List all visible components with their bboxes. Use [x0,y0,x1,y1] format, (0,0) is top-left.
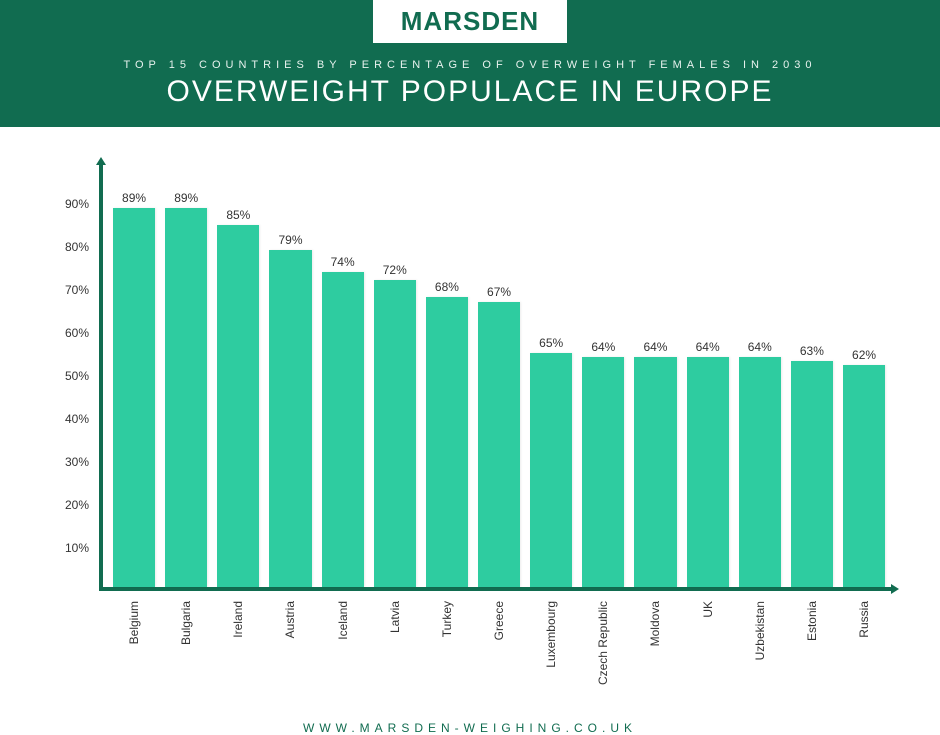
bar [478,302,520,587]
header: MARSDEN TOP 15 COUNTRIES BY PERCENTAGE O… [0,0,940,127]
bar-column: 74% [322,161,364,587]
bar-value-label: 64% [591,340,615,354]
y-tick: 40% [65,412,89,426]
bar-column: 89% [165,161,207,587]
y-tick: 30% [65,455,89,469]
bar [530,353,572,587]
x-axis-label: Luxembourg [530,601,572,685]
x-axis-label: Moldova [634,601,676,685]
bar-value-label: 65% [539,336,563,350]
bar-value-label: 64% [696,340,720,354]
bar-value-label: 64% [748,340,772,354]
x-axis-label: Belgium [113,601,155,685]
x-axis-label: Greece [478,601,520,685]
bar [791,361,833,587]
bar-value-label: 89% [122,191,146,205]
y-tick: 10% [65,541,89,555]
bar-column: 63% [791,161,833,587]
x-axis-label: UK [687,601,729,685]
bar [582,357,624,587]
bar [322,272,364,587]
chart-subtitle: TOP 15 COUNTRIES BY PERCENTAGE OF OVERWE… [0,59,940,71]
bar-column: 89% [113,161,155,587]
bar-column: 85% [217,161,259,587]
bar-value-label: 64% [643,340,667,354]
bar-column: 64% [739,161,781,587]
bars-area: 89% 89% 85% 79% 74% 72% 68% 67% 65% 64% 64% 64% 64% 6… [99,161,895,591]
x-axis-label: Austria [269,601,311,685]
x-axis-label: Iceland [322,601,364,685]
x-axis [99,587,895,591]
x-axis-label: Czech Republic [582,601,624,685]
bar [113,208,155,587]
bar [374,280,416,587]
x-axis-label: Ireland [217,601,259,685]
bar-column: 68% [426,161,468,587]
bar [739,357,781,587]
x-axis-label: Latvia [374,601,416,685]
bar-value-label: 67% [487,285,511,299]
brand-logo: MARSDEN [373,0,567,43]
x-axis-label: Turkey [426,601,468,685]
bar-value-label: 63% [800,344,824,358]
y-axis-ticks: 10% 20% 30% 40% 50% 60% 70% 80% 90% [45,161,99,591]
bar [269,250,311,587]
x-axis-label: Uzbekistan [739,601,781,685]
bar [687,357,729,587]
bar [634,357,676,587]
chart-container: 10% 20% 30% 40% 50% 60% 70% 80% 90% 89% 89% 85% 79%… [0,127,940,685]
bar-value-label: 62% [852,348,876,362]
bar-value-label: 79% [278,233,302,247]
bar [426,297,468,587]
chart-title: OVERWEIGHT POPULACE IN EUROPE [0,75,940,109]
bar [843,365,885,587]
bar-value-label: 72% [383,263,407,277]
bar-column: 64% [634,161,676,587]
bar-column: 79% [269,161,311,587]
x-axis-label: Bulgaria [165,601,207,685]
x-axis-label: Russia [843,601,885,685]
bar-column: 67% [478,161,520,587]
y-tick: 60% [65,326,89,340]
x-axis-labels: BelgiumBulgariaIrelandAustria IcelandLatv… [45,601,895,685]
bar-column: 62% [843,161,885,587]
bar-column: 72% [374,161,416,587]
bar [165,208,207,587]
bar-column: 64% [687,161,729,587]
x-axis-label: Estonia [791,601,833,685]
y-tick: 80% [65,240,89,254]
y-tick: 50% [65,369,89,383]
bar-column: 64% [582,161,624,587]
logo-strip: MARSDEN [0,0,940,43]
bar-column: 65% [530,161,572,587]
y-tick: 70% [65,283,89,297]
bar-value-label: 68% [435,280,459,294]
footer-url: WWW.MARSDEN-WEIGHING.CO.UK [0,721,940,735]
bar-value-label: 74% [331,255,355,269]
y-tick: 20% [65,498,89,512]
y-axis [99,161,103,591]
bar [217,225,259,587]
bar-value-label: 89% [174,191,198,205]
y-tick: 90% [65,197,89,211]
bar-chart: 10% 20% 30% 40% 50% 60% 70% 80% 90% 89% 89% 85% 79%… [45,161,895,591]
bar-value-label: 85% [226,208,250,222]
